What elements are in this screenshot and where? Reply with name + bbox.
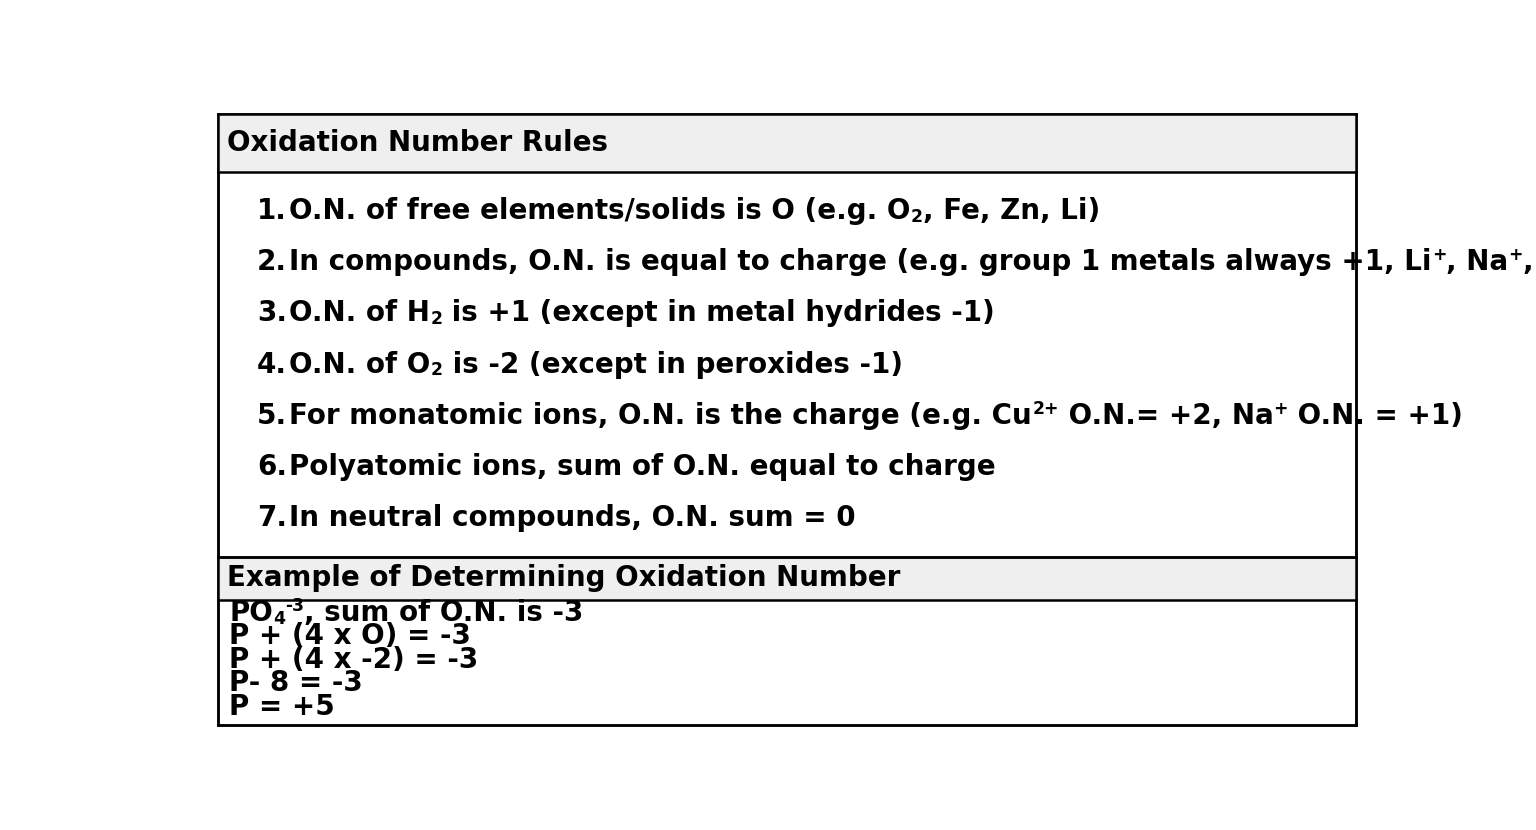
Text: 2.: 2.	[257, 248, 287, 276]
Text: For monatomic ions, O.N. is the charge (e.g. Cu: For monatomic ions, O.N. is the charge (…	[289, 402, 1032, 430]
Text: P + (4 x -2) = -3: P + (4 x -2) = -3	[229, 646, 478, 674]
Text: P- 8 = -3: P- 8 = -3	[229, 670, 362, 697]
Text: +: +	[1508, 247, 1524, 264]
Bar	[218, 114, 1356, 173]
Text: O.N. = +1): O.N. = +1)	[1289, 402, 1462, 430]
Text: , Na: , Na	[1447, 248, 1508, 276]
Text: , Fe, Zn, Li): , Fe, Zn, Li)	[923, 197, 1100, 225]
Text: O.N. of H: O.N. of H	[289, 300, 430, 327]
Text: 7.: 7.	[257, 504, 287, 532]
Text: Oxidation Number Rules: Oxidation Number Rules	[227, 129, 608, 157]
Text: In compounds, O.N. is equal to charge (e.g. group 1 metals always +1, Li: In compounds, O.N. is equal to charge (e…	[289, 248, 1432, 276]
Text: 6.: 6.	[257, 453, 287, 481]
Text: Example of Determining Oxidation Number: Example of Determining Oxidation Number	[227, 564, 900, 593]
Text: PO: PO	[229, 599, 273, 627]
Text: +: +	[1432, 247, 1447, 264]
Text: In neutral compounds, O.N. sum = 0: In neutral compounds, O.N. sum = 0	[289, 504, 856, 532]
Text: 4.: 4.	[257, 350, 287, 378]
Text: is +1 (except in metal hydrides -1): is +1 (except in metal hydrides -1)	[442, 300, 995, 327]
Text: 2: 2	[430, 361, 442, 379]
Text: 5.: 5.	[257, 402, 287, 430]
Text: P = +5: P = +5	[229, 693, 335, 721]
Text: 3.: 3.	[257, 300, 287, 327]
Text: 4: 4	[273, 610, 284, 627]
Text: O.N. of O: O.N. of O	[289, 350, 430, 378]
Text: O.N.= +2, Na: O.N.= +2, Na	[1058, 402, 1273, 430]
Text: +: +	[1273, 400, 1289, 417]
Text: 2: 2	[430, 310, 442, 328]
Text: O.N. of free elements/solids is O (e.g. O: O.N. of free elements/solids is O (e.g. …	[289, 197, 911, 225]
Text: , K: , K	[1524, 248, 1536, 276]
Text: Polyatomic ions, sum of O.N. equal to charge: Polyatomic ions, sum of O.N. equal to ch…	[289, 453, 997, 481]
Text: is -2 (except in peroxides -1): is -2 (except in peroxides -1)	[442, 350, 903, 378]
Text: 1.: 1.	[257, 197, 287, 225]
Text: -3: -3	[284, 597, 304, 615]
Bar	[218, 557, 1356, 600]
Text: 2: 2	[911, 208, 923, 226]
Text: , sum of O.N. is -3: , sum of O.N. is -3	[304, 599, 584, 627]
Text: P + (4 x O) = -3: P + (4 x O) = -3	[229, 622, 472, 651]
Text: 2+: 2+	[1032, 400, 1058, 417]
